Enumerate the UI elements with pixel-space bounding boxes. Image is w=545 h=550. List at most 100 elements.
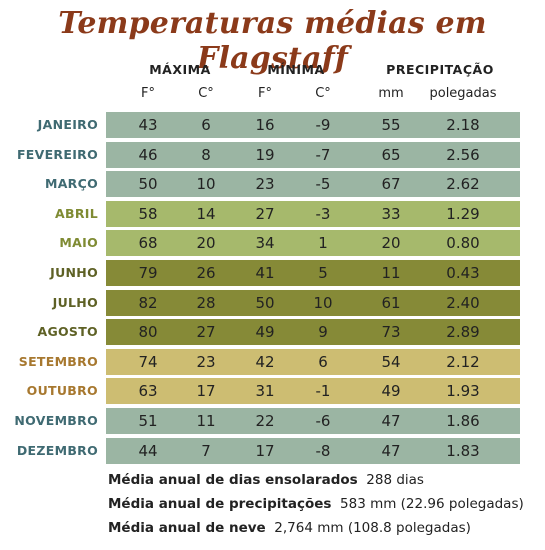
cell-max-f: 79 xyxy=(138,264,158,282)
cell-min-f: 16 xyxy=(255,116,275,134)
month-label: OUTUBRO xyxy=(26,383,98,399)
cell-min-f: 19 xyxy=(255,145,275,164)
cell-mm: 33 xyxy=(381,204,401,223)
cell-polegadas: 2.12 xyxy=(446,352,480,371)
cell-min-f: 31 xyxy=(255,382,275,401)
note-sunny-days: Média anual de dias ensolarados 288 dias xyxy=(108,472,424,488)
cell-min-f: 23 xyxy=(255,175,275,194)
cell-max-f: 80 xyxy=(138,323,158,342)
cell-polegadas: 0.80 xyxy=(446,234,480,253)
table-row: JANEIRO 43 6 16 -9 55 2.18 xyxy=(0,112,545,138)
cell-max-c: 20 xyxy=(196,234,216,253)
month-label: FEVEREIRO xyxy=(16,146,98,162)
row-band xyxy=(106,437,520,464)
cell-min-c: 5 xyxy=(318,264,328,282)
cell-mm: 55 xyxy=(381,116,401,134)
unit-max-c: C° xyxy=(198,86,214,101)
cell-max-c: 7 xyxy=(201,441,211,460)
unit-mm: mm xyxy=(378,86,404,101)
cell-mm: 67 xyxy=(381,175,401,194)
cell-max-c: 6 xyxy=(201,116,211,134)
table-row: OUTUBRO 63 17 31 -1 49 1.93 xyxy=(0,378,545,405)
cell-polegadas: 1.86 xyxy=(446,412,480,430)
month-label: MARÇO xyxy=(44,176,98,192)
cell-min-f: 27 xyxy=(255,204,275,223)
cell-mm: 11 xyxy=(381,264,401,282)
table-row: ABRIL 58 14 27 -3 33 1.29 xyxy=(0,200,545,227)
table-row: NOVEMBRO 51 11 22 -6 47 1.86 xyxy=(0,408,545,434)
cell-min-f: 49 xyxy=(255,323,275,342)
month-label: ABRIL xyxy=(55,205,98,221)
month-label: AGOSTO xyxy=(37,324,98,340)
row-band xyxy=(106,260,520,286)
row-band xyxy=(106,319,520,346)
cell-max-f: 50 xyxy=(138,175,158,194)
cell-max-f: 46 xyxy=(138,145,158,164)
unit-polegadas: polegadas xyxy=(429,86,497,101)
month-label: JUNHO xyxy=(50,265,98,280)
cell-min-c: -9 xyxy=(315,116,331,134)
cell-min-f: 42 xyxy=(255,352,275,371)
month-label: DEZEMBRO xyxy=(16,442,98,458)
cell-min-f: 34 xyxy=(255,234,275,253)
cell-min-c: 6 xyxy=(318,352,328,371)
cell-min-c: 1 xyxy=(318,234,328,253)
cell-max-f: 74 xyxy=(138,352,158,371)
cell-min-f: 17 xyxy=(255,441,275,460)
cell-polegadas: 2.62 xyxy=(446,175,480,194)
cell-min-f: 41 xyxy=(255,264,275,282)
row-band xyxy=(106,200,520,227)
cell-mm: 47 xyxy=(381,412,401,430)
unit-max-f: F° xyxy=(141,86,155,101)
cell-max-c: 17 xyxy=(196,382,216,401)
table-row: AGOSTO 80 27 49 9 73 2.89 xyxy=(0,319,545,346)
cell-mm: 73 xyxy=(381,323,401,342)
cell-min-c: -5 xyxy=(315,175,331,194)
month-label: JANEIRO xyxy=(37,117,98,132)
month-label: SETEMBRO xyxy=(18,353,98,369)
month-label: JULHO xyxy=(52,294,98,310)
cell-polegadas: 2.56 xyxy=(446,145,480,164)
cell-max-c: 27 xyxy=(196,323,216,342)
cell-polegadas: 2.18 xyxy=(446,116,480,134)
table-row: MARÇO 50 10 23 -5 67 2.62 xyxy=(0,171,545,198)
cell-max-f: 63 xyxy=(138,382,158,401)
cell-max-f: 43 xyxy=(138,116,158,134)
cell-max-f: 44 xyxy=(138,441,158,460)
cell-max-c: 26 xyxy=(196,264,216,282)
cell-mm: 65 xyxy=(381,145,401,164)
table-row: FEVEREIRO 46 8 19 -7 65 2.56 xyxy=(0,141,545,168)
note-precipitation: Média anual de precipitações 583 mm (22.… xyxy=(108,496,524,512)
cell-max-c: 28 xyxy=(196,293,216,312)
unit-min-c: C° xyxy=(315,86,331,101)
table-row: SETEMBRO 74 23 42 6 54 2.12 xyxy=(0,348,545,375)
cell-max-f: 68 xyxy=(138,234,158,253)
cell-min-c: -8 xyxy=(315,441,331,460)
cell-max-c: 23 xyxy=(196,352,216,371)
cell-mm: 54 xyxy=(381,352,401,371)
cell-max-f: 58 xyxy=(138,204,158,223)
row-band xyxy=(106,230,520,257)
cell-min-f: 50 xyxy=(255,293,275,312)
cell-max-f: 82 xyxy=(138,293,158,312)
month-label: MAIO xyxy=(59,235,98,251)
page-title: Temperaturas médias em Flagstaff xyxy=(58,6,487,76)
note-snow: Média anual de neve 2,764 mm (108.8 pole… xyxy=(108,520,471,536)
header-min: MÍNIMA xyxy=(267,62,325,77)
cell-polegadas: 2.89 xyxy=(446,323,480,342)
cell-polegadas: 0.43 xyxy=(446,264,480,282)
table-row: JUNHO 79 26 41 5 11 0.43 xyxy=(0,260,545,286)
cell-polegadas: 1.83 xyxy=(446,441,480,460)
table-row: MAIO 68 20 34 1 20 0.80 xyxy=(0,230,545,257)
row-band xyxy=(106,378,520,405)
cell-max-c: 8 xyxy=(201,145,211,164)
table-row: JULHO 82 28 50 10 61 2.40 xyxy=(0,289,545,316)
table-row: DEZEMBRO 44 7 17 -8 47 1.83 xyxy=(0,437,545,464)
cell-max-c: 10 xyxy=(196,175,216,194)
row-band xyxy=(106,141,520,168)
cell-mm: 47 xyxy=(381,441,401,460)
cell-max-c: 11 xyxy=(196,412,216,430)
cell-polegadas: 1.93 xyxy=(446,382,480,401)
cell-mm: 61 xyxy=(381,293,401,312)
cell-min-c: 10 xyxy=(313,293,333,312)
